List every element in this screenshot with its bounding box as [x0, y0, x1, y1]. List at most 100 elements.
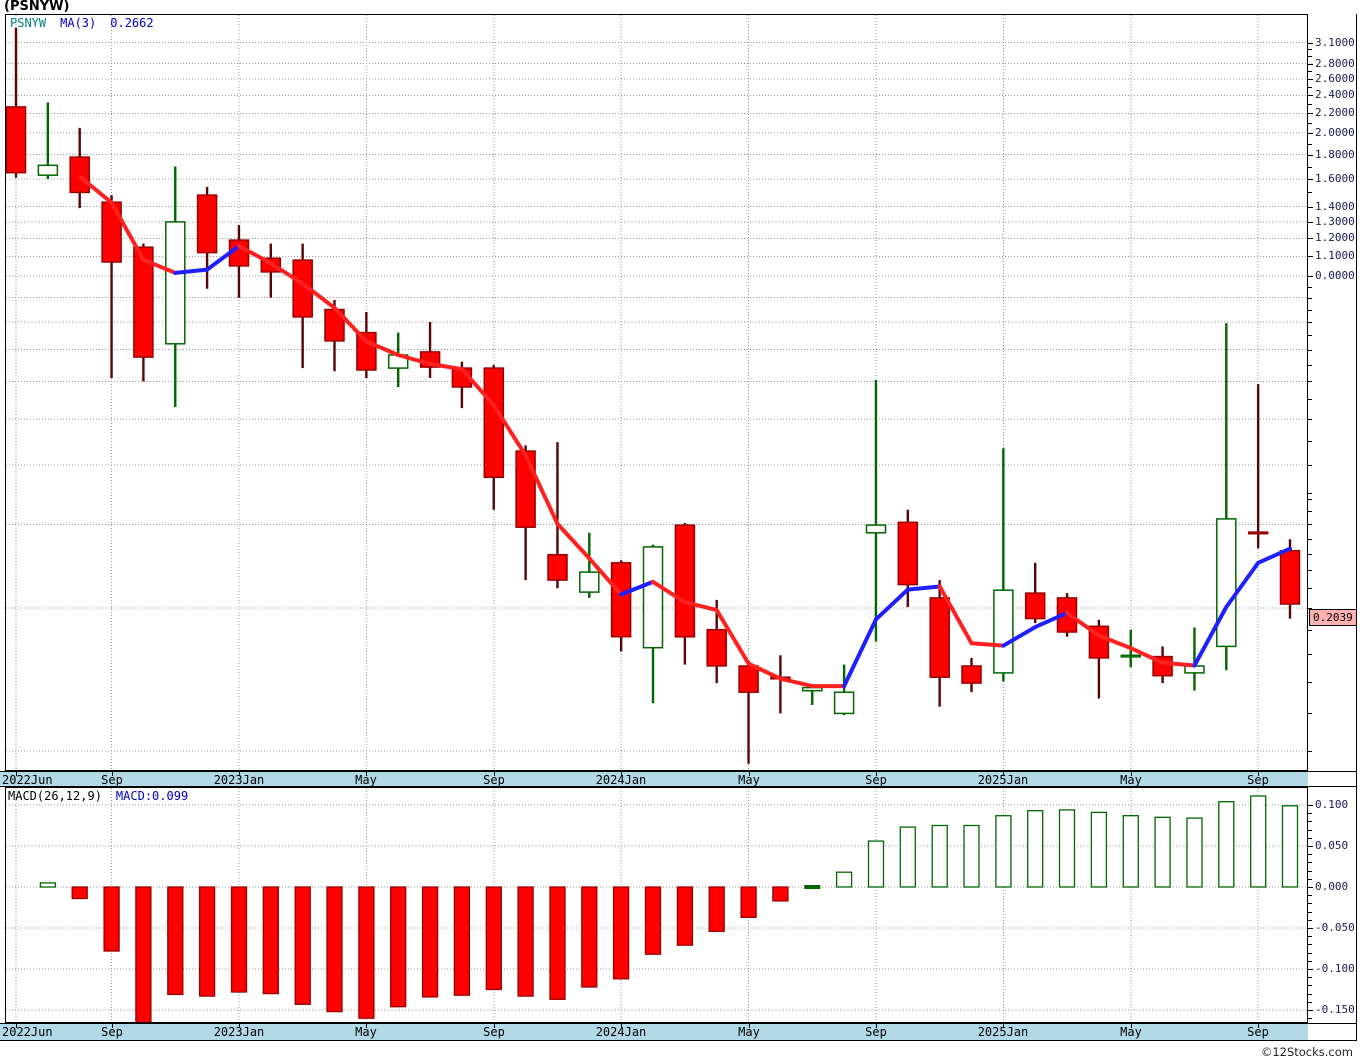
month-tick — [621, 772, 622, 776]
month-label: Sep — [865, 773, 887, 787]
ma-segment — [587, 556, 624, 597]
month-tick — [239, 1024, 240, 1028]
month-tick — [1258, 1024, 1259, 1028]
candle-body — [897, 521, 919, 586]
macd-bar — [995, 815, 1012, 888]
axis-tick — [1308, 276, 1313, 277]
month-tick — [112, 1024, 113, 1028]
ma-segment — [1160, 660, 1197, 668]
axis-label: 2.6000 — [1315, 71, 1355, 85]
macd-bar — [135, 886, 152, 1022]
axis-label: -0.100 — [1315, 962, 1355, 975]
macd-bar — [676, 886, 694, 946]
axis-label: -0.050 — [1315, 921, 1355, 934]
candle-body — [865, 524, 887, 534]
candle-body — [6, 106, 27, 174]
month-label: May — [1120, 1025, 1142, 1039]
ma-segment — [1224, 560, 1261, 609]
month-label: Sep — [1247, 773, 1269, 787]
ma-segment — [905, 584, 942, 592]
price-legend: PSNYW MA(3) 0.2662 — [10, 16, 154, 30]
ma-segment — [141, 257, 178, 275]
candle-body — [706, 628, 727, 667]
month-tick — [749, 1024, 750, 1028]
candle-body — [547, 553, 568, 581]
month-label: May — [1120, 773, 1142, 787]
candle-body — [579, 571, 600, 593]
macd-bar — [1281, 805, 1299, 888]
ma-segment — [491, 403, 528, 458]
month-label: 2024Jan — [595, 1025, 647, 1039]
price-x-axis-bg — [0, 772, 1308, 786]
axis-label: 3.1000 — [1315, 35, 1355, 49]
axis-tick — [1308, 154, 1312, 156]
candle-body — [738, 665, 759, 693]
axis-tick — [1308, 71, 1312, 73]
ma-segment — [682, 600, 719, 613]
ma-segment — [428, 361, 464, 372]
symbol-label: PSNYW — [10, 16, 47, 30]
month-tick — [876, 772, 877, 776]
month-label: 2023Jan — [213, 1025, 265, 1039]
axis-tick — [1308, 1018, 1312, 1020]
price-chart-canvas — [6, 15, 1307, 770]
month-label: May — [355, 1025, 377, 1039]
month-label: May — [355, 773, 377, 787]
ma-segment — [1192, 605, 1229, 668]
ma-segment — [1128, 646, 1165, 665]
axis-tick — [1308, 419, 1312, 420]
candle-body — [1247, 531, 1269, 535]
axis-label: 0.0000 — [1315, 269, 1355, 282]
ma-segment — [874, 587, 910, 622]
month-label: May — [738, 773, 760, 787]
macd-bar — [421, 886, 439, 998]
axis-tick — [1308, 335, 1312, 337]
axis-label: 1.3000 — [1315, 214, 1355, 228]
macd-bar — [198, 886, 216, 997]
candle-body — [515, 450, 536, 528]
macd-bar-zero — [804, 885, 821, 889]
axis-tick — [1308, 364, 1312, 366]
axis-tick — [1308, 911, 1312, 913]
axis-tick — [1308, 192, 1312, 194]
macd-pane — [5, 787, 1308, 1023]
axis-tick — [1308, 498, 1312, 500]
macd-bar — [1027, 810, 1044, 888]
ma-segment — [268, 261, 305, 286]
axis-tick — [1308, 286, 1312, 288]
axis-tick — [1308, 322, 1312, 323]
axis-tick — [1308, 588, 1312, 590]
axis-label: 2.0000 — [1315, 126, 1355, 139]
ma-segment — [1065, 610, 1101, 638]
axis-tick — [1308, 133, 1312, 134]
candle-body — [356, 331, 377, 371]
axis-tick — [1308, 440, 1312, 442]
macd-bar — [708, 886, 725, 932]
axis-tick — [1308, 862, 1312, 864]
axis-tick — [1308, 944, 1312, 946]
axis-tick — [1308, 846, 1312, 847]
axis-tick — [1308, 511, 1312, 513]
axis-label: 1.8000 — [1315, 147, 1355, 161]
axis-tick — [1308, 1001, 1312, 1003]
month-tick — [16, 772, 17, 776]
axis-tick — [1308, 87, 1312, 88]
macd-chart-canvas — [6, 788, 1307, 1022]
ma-segment — [714, 608, 751, 666]
macd-label: MACD(26,12,9) — [8, 789, 102, 803]
axis-tick — [1308, 993, 1312, 995]
axis-tick — [1308, 960, 1312, 962]
month-tick — [16, 1024, 17, 1028]
ma-segment — [937, 584, 974, 646]
ma-segment — [459, 367, 496, 408]
axis-label: 1.4000 — [1315, 199, 1355, 213]
ma-segment — [300, 281, 337, 310]
price-y-axis: 0.2039 3.1000 2.8000 2.6000 2.4000 2.2000 2.0… — [1308, 14, 1357, 771]
watermark-row: ©12Stocks.com — [0, 1041, 1357, 1059]
axis-tick — [1308, 713, 1312, 715]
ma-segment — [1256, 546, 1292, 565]
axis-tick — [1308, 465, 1312, 466]
axis-tick — [1308, 681, 1312, 683]
axis-tick — [1308, 608, 1312, 609]
macd-bar — [1122, 815, 1139, 888]
